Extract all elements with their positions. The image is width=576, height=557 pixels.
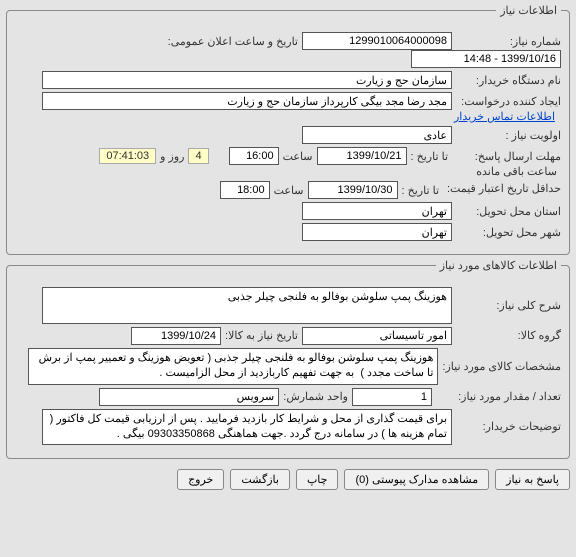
time-remaining: 07:41:03: [99, 148, 156, 164]
validity-date-input[interactable]: [308, 181, 398, 199]
panel2-title: اطلاعات کالاهای مورد نیاز: [436, 259, 561, 272]
attachments-button[interactable]: مشاهده مدارک پیوستی (0): [344, 469, 489, 490]
contact-link[interactable]: اطلاعات تماس خریدار: [454, 110, 555, 123]
priority-label: اولویت نیاز :: [452, 129, 561, 142]
specs-input[interactable]: [28, 348, 438, 385]
notes-label: توضیحات خریدار:: [452, 420, 561, 433]
unit-input[interactable]: [99, 388, 279, 406]
validity-time-input[interactable]: [220, 181, 270, 199]
city-input[interactable]: [302, 223, 452, 241]
notes-input[interactable]: [42, 409, 452, 446]
time-label-2: ساعت: [270, 184, 308, 197]
general-desc-input[interactable]: [42, 287, 452, 324]
until-label-2: تا تاریخ :: [398, 184, 443, 197]
need-number-input[interactable]: [302, 32, 452, 50]
specs-label: مشخصات کالای مورد نیاز:: [438, 360, 561, 373]
remaining-label: ساعت باقی مانده: [472, 165, 561, 178]
need-date-input[interactable]: [131, 327, 221, 345]
province-input[interactable]: [302, 202, 452, 220]
requester-label: ایجاد کننده درخواست:: [452, 95, 561, 108]
announce-date-input[interactable]: [411, 50, 561, 68]
need-date-label: تاریخ نیاز به کالا:: [221, 329, 302, 342]
city-label: شهر محل تحویل:: [452, 226, 561, 239]
panel1-title: اطلاعات نیاز: [496, 4, 561, 17]
qty-input[interactable]: [352, 388, 432, 406]
days-remaining: 4: [188, 148, 208, 164]
group-input[interactable]: [302, 327, 452, 345]
respond-button[interactable]: پاسخ به نیاز: [495, 469, 570, 490]
days-label: روز و: [156, 150, 188, 163]
deadline-date-input[interactable]: [317, 147, 407, 165]
requester-input[interactable]: [42, 92, 452, 110]
exit-button[interactable]: خروج: [177, 469, 224, 490]
unit-label: واحد شمارش:: [279, 390, 352, 403]
general-desc-label: شرح کلی نیاز:: [452, 299, 561, 312]
province-label: استان محل تحویل:: [452, 205, 561, 218]
priority-input[interactable]: [302, 126, 452, 144]
back-button[interactable]: بازگشت: [230, 469, 290, 490]
action-bar: پاسخ به نیاز مشاهده مدارک پیوستی (0) چاپ…: [0, 463, 576, 496]
need-number-label: شماره نیاز:: [452, 35, 561, 48]
print-button[interactable]: چاپ: [296, 469, 339, 490]
deadline-time-input[interactable]: [229, 147, 279, 165]
goods-info-panel: اطلاعات کالاهای مورد نیاز شرح کلی نیاز: …: [6, 259, 570, 459]
deadline-send-label: مهلت ارسال پاسخ:: [452, 150, 561, 163]
org-input[interactable]: [42, 71, 452, 89]
time-label-1: ساعت: [279, 150, 317, 163]
need-info-panel: اطلاعات نیاز شماره نیاز: تاریخ و ساعت اع…: [6, 4, 570, 255]
announce-date-label: تاریخ و ساعت اعلان عمومی:: [164, 35, 302, 48]
until-label: تا تاریخ :: [407, 150, 452, 163]
group-label: گروه کالا:: [452, 329, 561, 342]
org-label: نام دستگاه خریدار:: [452, 74, 561, 87]
validity-label: حداقل تاریخ اعتبار قیمت:: [443, 183, 561, 196]
qty-label: تعداد / مقدار مورد نیاز:: [432, 390, 561, 403]
